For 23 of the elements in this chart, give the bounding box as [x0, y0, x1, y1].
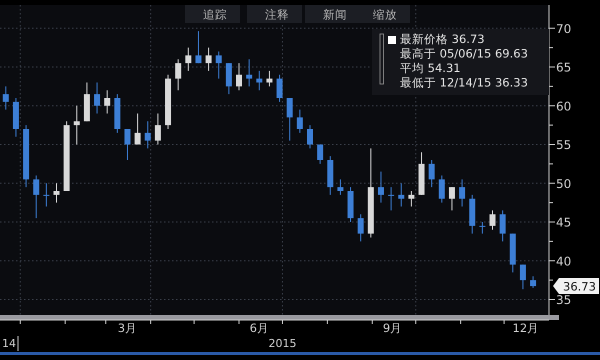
x-tick-label: 3月 [118, 321, 138, 335]
annotation: 最新价格 36.73 [400, 32, 485, 46]
y-tick-label: 35 [556, 293, 572, 307]
y-tick-label: 40 [556, 254, 572, 268]
annotation: 追踪 [203, 8, 227, 22]
annotation: 缩放 [373, 8, 397, 22]
y-tick-label: 65 [556, 60, 572, 74]
y-tick-label: 70 [556, 22, 572, 36]
last-price: 36.73 [553, 278, 599, 294]
x-tick-label: 6月 [250, 321, 269, 335]
text: 14 [2, 337, 16, 350]
annotation: 注释 [265, 8, 289, 22]
y-tick-label: 55 [556, 138, 572, 152]
text: 2015 [268, 337, 296, 350]
x-tick-label: 12月 [512, 321, 540, 335]
y-tick-label: 45 [556, 216, 572, 230]
y-tick-label: 60 [556, 99, 572, 114]
annotation: 最低于 12/14/15 36.33 [400, 76, 528, 90]
x-tick-label: 9月 [382, 321, 402, 335]
y-tick-label: 50 [556, 176, 572, 191]
annotation: 平均 54.31 [400, 61, 461, 75]
annotation: 最高于 05/06/15 69.63 [400, 46, 528, 60]
annotation: 新闻 [323, 8, 347, 22]
